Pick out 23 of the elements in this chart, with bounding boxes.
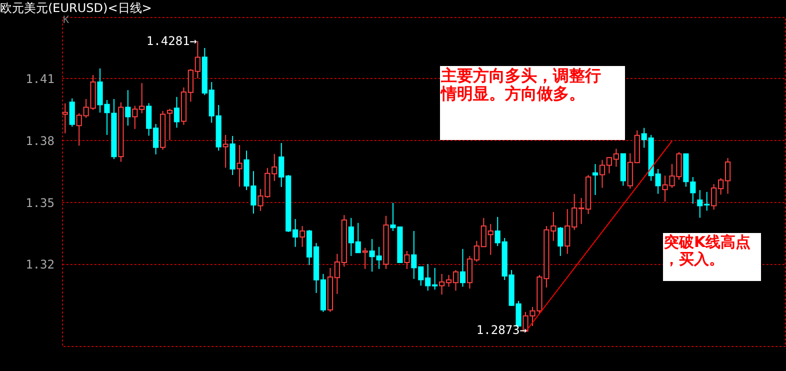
annotation: 1.4281→ <box>146 34 197 48</box>
candlestick <box>222 134 228 168</box>
y-tick-label: 1.35 <box>26 196 54 210</box>
y-tick-label: 1.41 <box>26 72 54 86</box>
candlestick <box>460 248 466 288</box>
y-tick-label: 1.38 <box>26 134 54 148</box>
candlestick <box>236 144 242 188</box>
candlestick <box>69 98 75 128</box>
annotation: 突破K线高点，买入。 <box>663 233 751 268</box>
candlestick <box>125 90 131 126</box>
candlestick <box>62 102 68 134</box>
candlestick <box>362 247 368 270</box>
candlestick <box>174 96 180 128</box>
candlestick <box>404 250 410 270</box>
chart-title: 欧元美元(EURUSD)<日线> <box>0 1 152 15</box>
candlestick <box>558 226 564 256</box>
candlestick <box>166 108 173 141</box>
annotation: K <box>63 15 70 26</box>
y-tick-label: 1.32 <box>26 258 54 272</box>
candlestick <box>592 164 598 196</box>
annotation: 主要方向多头，调整行情明显。方向做多。 <box>440 66 601 103</box>
candlestick <box>300 226 306 248</box>
annotation: 1.2873→ <box>476 323 527 337</box>
